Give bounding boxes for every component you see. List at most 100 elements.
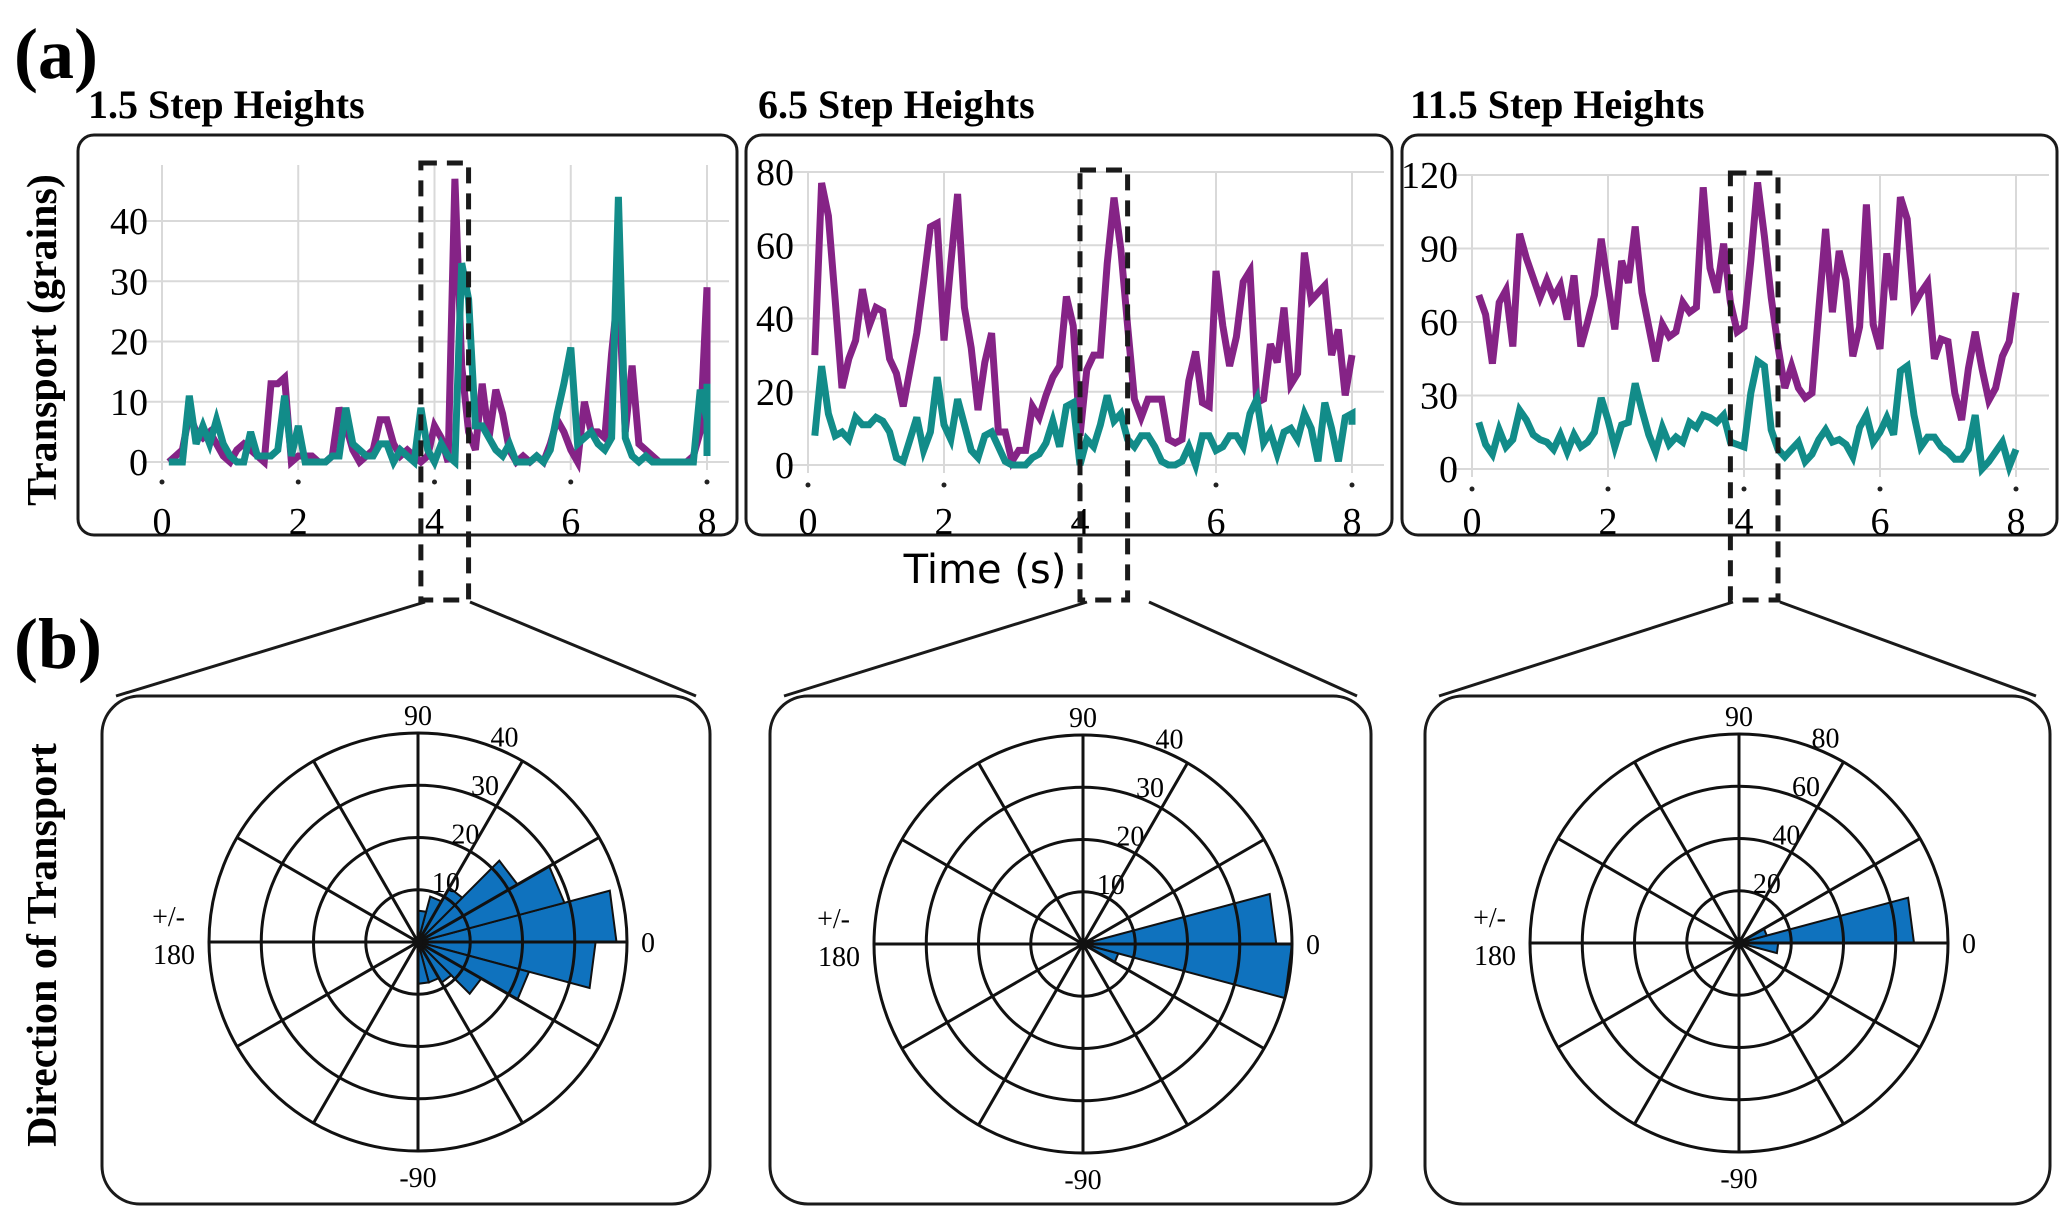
rose-center [1078,939,1088,949]
rose-center [1734,938,1744,948]
rose-spoke [1737,761,1845,944]
rose-spoke [1738,941,1921,1049]
y-tick-label: 90 [1420,229,1458,271]
y-tick-label: 10 [110,382,148,424]
x-tick-mark [2013,486,2019,492]
y-tick-label: 20 [110,322,148,364]
rose-spoke [1738,837,1921,945]
series-line-purple [1475,181,2020,421]
rose-spoke [417,940,600,1048]
highlight-window [418,160,472,603]
y-tick-label: 0 [775,445,794,487]
rose-spoke [1633,761,1741,944]
series-line-teal [168,196,711,471]
y-tick-label: 80 [756,152,794,194]
panel-b-label: (b) [14,604,102,684]
rose-center [413,937,423,947]
x-tick-mark [1213,482,1219,488]
rose-spoke [1557,941,1740,1049]
connector-line-left [1438,600,1734,698]
angle-label-plusminus: +/- [152,902,185,933]
angle-label-0: 0 [641,928,655,959]
angle-label-90: 90 [1069,703,1097,734]
x-tick-label: 0 [153,501,172,543]
rose-spoke [1081,943,1189,1126]
rose-spoke [901,838,1084,946]
y-tick-label: 120 [1401,155,1458,197]
connector-line-right [469,600,697,698]
x-tick-mark [432,479,437,485]
rose-radial-label: 30 [1136,773,1164,804]
angle-label-0: 0 [1962,929,1976,960]
series-line-purple [811,182,1356,471]
rose-radial-label: 60 [1792,772,1820,803]
angle-label-neg90: -90 [1720,1164,1757,1195]
y-tick-label: 30 [110,261,148,303]
rose-spoke [1082,942,1265,1050]
rose-spoke [1082,838,1265,946]
rose-radial-label: 80 [1812,724,1840,755]
time-series-panel-3: 11.5 Step Heights 0 30 60 90 120 0 2 4 6 8 [1400,82,2059,603]
angle-label-180: 180 [818,942,860,973]
x-tick-mark [568,479,574,485]
angle-label-plusminus: +/- [817,904,850,935]
x-tick-label: 0 [1463,501,1482,543]
rose-spoke [312,941,420,1124]
x-tick-mark [159,479,165,485]
x-tick-label: 2 [1599,501,1618,543]
highlight-window [1077,167,1131,603]
y-axis-label-b: Direction of Transport [20,743,66,1147]
x-tick-label: 6 [561,501,580,543]
rose-frame [100,694,712,1206]
rose-spoke [1081,762,1189,945]
angle-label-90: 90 [404,701,432,732]
angle-label-0: 0 [1306,930,1320,961]
x-tick-mark [941,482,947,488]
panel-title: 1.5 Step Heights [88,82,365,127]
y-tick-label: 60 [1420,302,1458,344]
y-tick-label: 20 [756,372,794,414]
x-tick-label: 6 [1871,501,1890,543]
x-tick-mark [295,479,301,485]
rose-spoke [977,943,1085,1126]
y-tick-label: 30 [1420,376,1458,418]
x-tick-label: 0 [799,501,818,543]
x-tick-mark [1605,486,1611,492]
connector-line-right [1779,600,2037,698]
x-tick-mark [1349,482,1355,488]
x-tick-label: 8 [2007,501,2026,543]
rose-frame [1423,694,2052,1206]
angle-label-neg90: -90 [399,1163,436,1194]
y-tick-label: 0 [1439,449,1458,491]
x-tick-mark [1469,486,1475,492]
panel-frame [76,133,739,537]
x-tick-label: 2 [289,501,308,543]
connector-line-left [783,600,1088,698]
angle-label-plusminus: +/- [1473,903,1506,934]
x-tick-mark [1877,486,1883,492]
rose-spoke [417,836,600,944]
rose-spoke [1737,942,1845,1125]
y-tick-label: 40 [756,299,794,341]
rose-spoke [236,836,419,944]
y-tick-label: 60 [756,225,794,267]
rose-spoke [1633,942,1741,1125]
rose-frame [768,694,1373,1206]
angle-label-neg90: -90 [1064,1165,1101,1196]
angle-label-180: 180 [153,940,195,971]
x-tick-mark [1741,486,1747,492]
time-series-panel-1: 1.5 Step Heights 0 10 20 30 40 0 2 4 6 8 [76,82,739,603]
x-tick-label: 8 [698,501,717,543]
rose-spoke [901,942,1084,1050]
x-tick-label: 2 [935,501,954,543]
x-tick-label: 8 [1343,501,1362,543]
rose-radial-label: 30 [471,771,499,802]
x-tick-mark [704,479,710,485]
rose-radial-label: 40 [1156,725,1184,756]
angle-label-90: 90 [1725,702,1753,733]
rose-spoke [416,760,524,943]
